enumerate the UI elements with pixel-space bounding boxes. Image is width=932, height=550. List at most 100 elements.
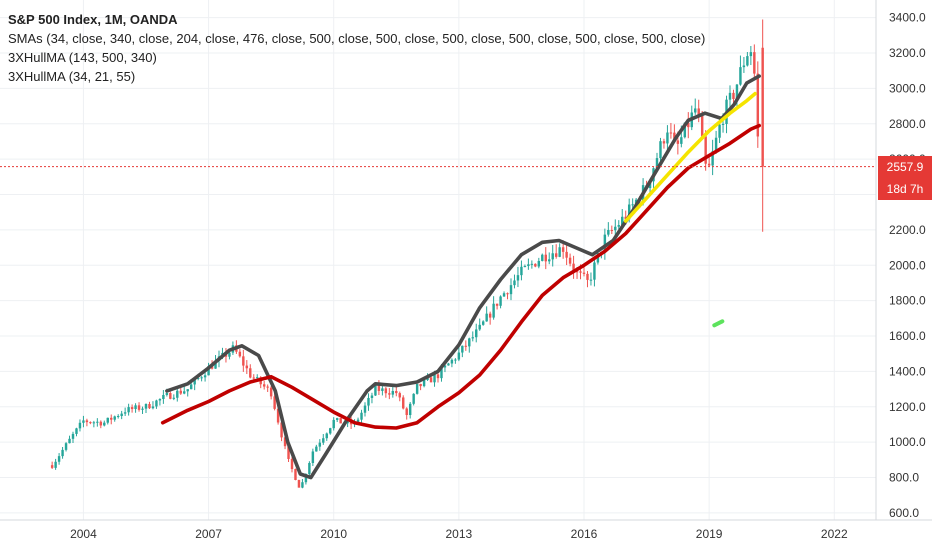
time-tick-label: 2022: [821, 527, 848, 541]
candle: [155, 400, 158, 407]
candle: [561, 247, 565, 252]
candle: [761, 47, 764, 167]
candle: [415, 383, 419, 394]
candle: [61, 449, 64, 457]
candle: [575, 271, 579, 273]
candle: [193, 378, 196, 385]
candle: [655, 158, 659, 169]
candle: [753, 52, 756, 74]
indicator-hull-2[interactable]: 3XHullMA (34, 21, 55): [8, 69, 136, 84]
chart-legend: S&P 500 Index, 1M, OANDA SMAs (34, close…: [8, 10, 705, 86]
candle: [527, 264, 530, 267]
candle: [513, 280, 516, 286]
candle: [283, 437, 287, 447]
candle: [172, 397, 176, 399]
candle: [621, 216, 624, 226]
indicator-smas[interactable]: SMAs (34, close, 340, close, 204, close,…: [8, 31, 706, 46]
candle: [721, 123, 725, 125]
candle: [464, 345, 468, 347]
candle: [96, 421, 99, 423]
candle: [162, 394, 165, 400]
candle: [697, 108, 700, 115]
candle: [89, 422, 92, 424]
time-tick-label: 2007: [195, 527, 222, 541]
candle: [127, 407, 130, 413]
candle: [506, 293, 509, 295]
candle: [395, 390, 398, 394]
candle: [207, 366, 210, 376]
price-tick-label: 1400.0: [889, 364, 926, 378]
candle: [728, 92, 732, 100]
candle: [116, 416, 120, 418]
time-tick-label: 2004: [70, 527, 97, 541]
candle: [520, 266, 523, 276]
candle: [85, 420, 89, 423]
candle: [544, 254, 547, 262]
candle: [492, 303, 495, 318]
candle: [329, 428, 332, 434]
candle: [318, 442, 322, 447]
candle: [363, 405, 367, 413]
price-tick-label: 600.0: [889, 506, 919, 520]
candle: [461, 345, 464, 353]
candle: [151, 406, 155, 409]
candle: [228, 352, 231, 357]
price-tick-label: 1600.0: [889, 329, 926, 343]
time-tick-label: 2013: [446, 527, 473, 541]
time-tick-label: 2019: [696, 527, 723, 541]
candle: [516, 275, 520, 281]
candle: [739, 67, 742, 85]
candle: [311, 451, 315, 463]
time-axis[interactable]: 2004 2007 2010 2013 2016 2019 2022: [70, 527, 848, 541]
candle: [478, 324, 481, 330]
candle: [495, 303, 499, 306]
candle: [377, 385, 381, 391]
candle: [707, 163, 711, 166]
price-axis[interactable]: 3400.03200.03000.02800.02600.02400.02200…: [889, 11, 926, 520]
candle: [565, 251, 568, 258]
candle: [402, 397, 405, 409]
candle: [554, 253, 558, 257]
candle: [756, 73, 760, 137]
candle: [238, 351, 242, 357]
candle: [273, 396, 276, 409]
candle: [57, 456, 61, 462]
green-marker: [712, 319, 725, 328]
price-tick-label: 3400.0: [889, 11, 926, 25]
candle: [488, 313, 492, 318]
candle: [179, 390, 182, 394]
indicator-lines: [160, 74, 761, 480]
candle: [290, 458, 294, 470]
candle: [485, 313, 488, 322]
candle: [176, 390, 179, 398]
candle: [627, 204, 631, 220]
price-tick-label: 1000.0: [889, 435, 926, 449]
symbol-title[interactable]: S&P 500 Index, 1M, OANDA: [8, 12, 178, 27]
candle: [537, 260, 541, 267]
candle: [120, 413, 123, 417]
candle: [242, 356, 245, 366]
series-line: [160, 123, 761, 430]
candle: [287, 446, 290, 459]
series-line: [165, 74, 761, 480]
candle: [471, 337, 474, 339]
candle: [680, 137, 683, 144]
candle: [669, 132, 673, 134]
candle: [137, 405, 141, 410]
candle: [624, 216, 627, 220]
candle: [704, 136, 707, 164]
candle: [200, 377, 203, 379]
candle: [252, 377, 255, 379]
indicator-hull-1[interactable]: 3XHullMA (143, 500, 340): [8, 50, 157, 65]
candle: [78, 422, 82, 429]
candle: [82, 420, 85, 423]
candle: [610, 230, 614, 232]
candle: [339, 418, 342, 424]
candle: [103, 422, 106, 426]
candle: [266, 386, 269, 388]
candle: [436, 374, 440, 379]
candle: [384, 388, 388, 394]
candle: [593, 262, 596, 280]
candle: [475, 329, 478, 338]
